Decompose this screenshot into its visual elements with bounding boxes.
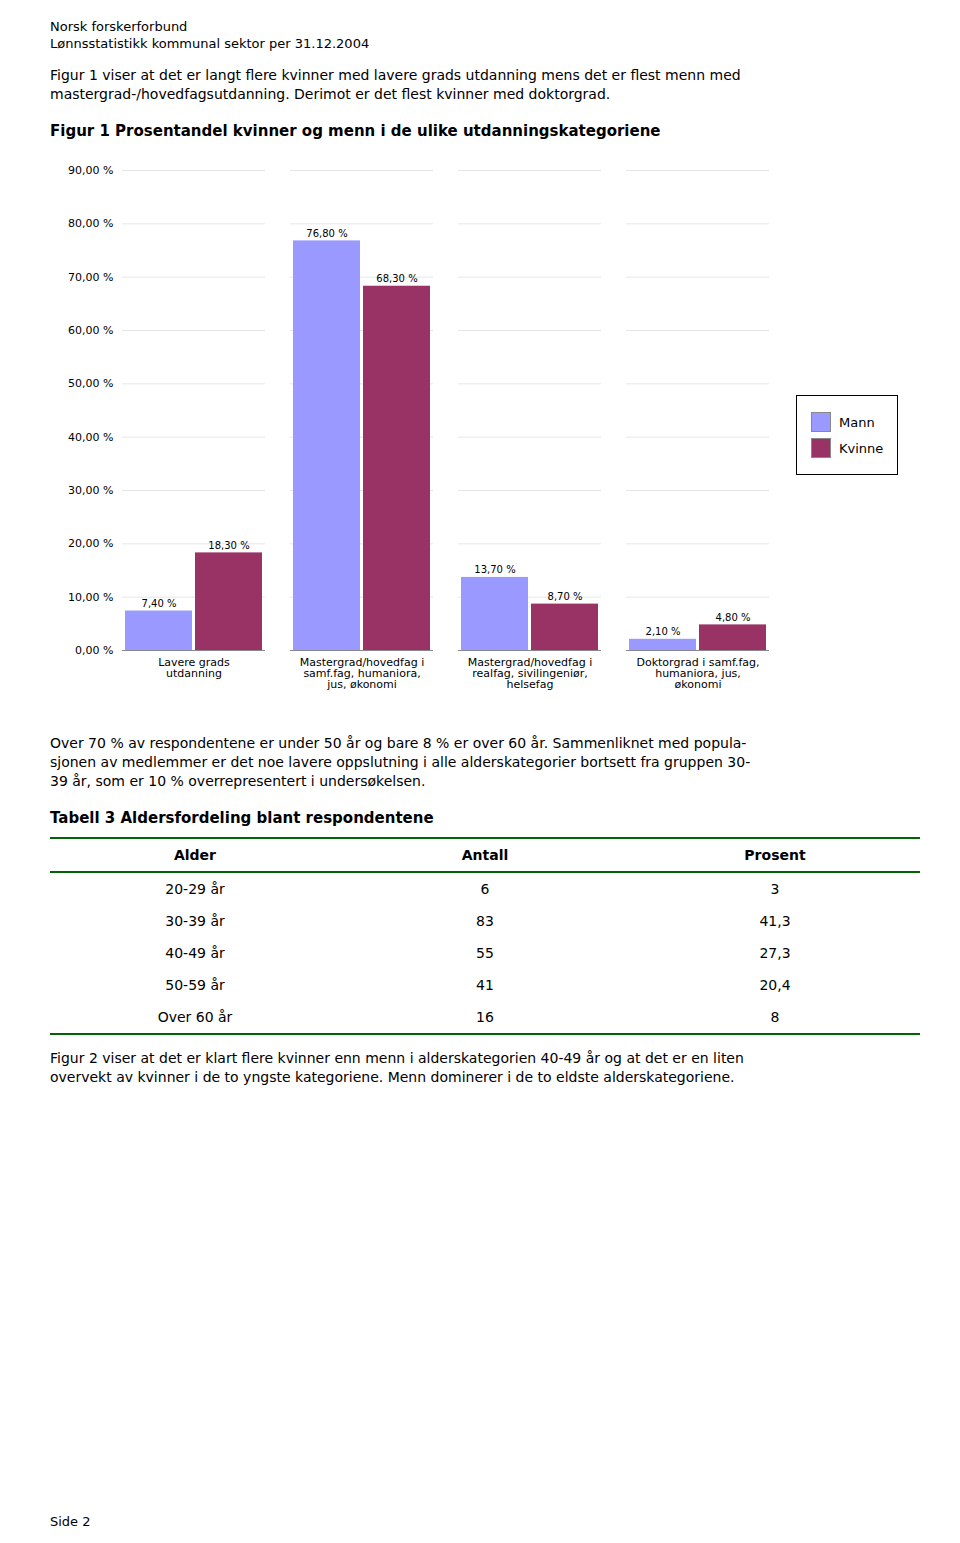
- html-text:41,3: 41,3: [759, 913, 791, 929]
- html-text:Alder: Alder: [174, 847, 216, 863]
- html-text:83: 83: [476, 913, 494, 929]
- svg-text:Mastergrad/hovedfag isamf.fag,: Mastergrad/hovedfag isamf.fag, humaniora…: [300, 656, 424, 691]
- svg-text:Lavere gradsutdanning: Lavere gradsutdanning: [158, 656, 230, 680]
- html-text:Side 2: Side 2: [50, 1514, 91, 1529]
- svg-text:10,00 %: 10,00 %: [68, 591, 113, 604]
- html-text:sjonen av medlemmer er det noe: sjonen av medlemmer er det noe lavere op…: [50, 754, 751, 770]
- svg-text:0,00 %: 0,00 %: [75, 644, 113, 657]
- html-text:41: 41: [476, 977, 494, 993]
- html-text:39 år, som er 10 % overreprese: 39 år, som er 10 % overrepresentert i un…: [50, 773, 426, 789]
- html-text:Antall: Antall: [461, 847, 509, 863]
- html-text:55: 55: [476, 945, 494, 961]
- svg-text:Mastergrad/hovedfag irealfag,: Mastergrad/hovedfag irealfag, sivilingen…: [468, 656, 592, 691]
- html-text:20,4: 20,4: [759, 977, 791, 993]
- html-text:Figur 2 viser at det er klart: Figur 2 viser at det er klart flere kvin…: [50, 1050, 744, 1066]
- svg-text:68,30 %: 68,30 %: [376, 273, 417, 284]
- svg-text:7,40 %: 7,40 %: [142, 598, 177, 609]
- svg-text:40,00 %: 40,00 %: [68, 431, 113, 444]
- svg-text:50,00 %: 50,00 %: [68, 377, 113, 390]
- html-text:16: 16: [476, 1009, 494, 1025]
- svg-text:Doktorgrad i samf.fag,humanior: Doktorgrad i samf.fag,humaniora, jus,øko…: [636, 656, 759, 691]
- html-text:40-49 år: 40-49 år: [165, 945, 225, 961]
- html-text:Figur 1 Prosentandel kvinner o: Figur 1 Prosentandel kvinner og menn i d…: [50, 122, 661, 140]
- svg-text:80,00 %: 80,00 %: [68, 217, 113, 230]
- html-text:Figur 1 viser at det er langt: Figur 1 viser at det er langt flere kvin…: [50, 67, 741, 83]
- html-text:20-29 år: 20-29 år: [165, 881, 225, 897]
- html-text:Norsk forskerforbund: Norsk forskerforbund: [50, 19, 188, 34]
- html-text:Kvinne: Kvinne: [839, 440, 884, 456]
- html-text:Prosent: Prosent: [744, 847, 806, 863]
- svg-text:18,30 %: 18,30 %: [208, 540, 249, 551]
- svg-text:76,80 %: 76,80 %: [306, 228, 347, 239]
- html-text:Tabell 3 Aldersfordeling blant: Tabell 3 Aldersfordeling blant responden…: [50, 809, 434, 827]
- svg-text:20,00 %: 20,00 %: [68, 537, 113, 550]
- html-text:50-59 år: 50-59 år: [165, 977, 225, 993]
- html-text:27,3: 27,3: [759, 945, 791, 961]
- svg-text:8,70 %: 8,70 %: [548, 591, 583, 602]
- html-text:3: 3: [770, 881, 780, 897]
- html-text:8: 8: [770, 1009, 780, 1025]
- html-text:mastergrad-/hovedfagsutdanning: mastergrad-/hovedfagsutdanning. Derimot …: [50, 86, 611, 102]
- svg-text:4,80 %: 4,80 %: [716, 612, 751, 623]
- svg-text:2,10 %: 2,10 %: [646, 626, 681, 637]
- html-text:30-39 år: 30-39 år: [165, 913, 225, 929]
- svg-text:70,00 %: 70,00 %: [68, 271, 113, 284]
- html-text:Over 60 år: Over 60 år: [157, 1009, 233, 1025]
- html-text:Mann: Mann: [839, 414, 875, 430]
- svg-text:60,00 %: 60,00 %: [68, 324, 113, 337]
- html-text:Lønnsstatistikk kommunal sekto: Lønnsstatistikk kommunal sektor per 31.1…: [50, 36, 370, 51]
- html-text:Over 70 % av respondentene er: Over 70 % av respondentene er under 50 å…: [50, 735, 747, 751]
- html-text:6: 6: [480, 881, 490, 897]
- svg-text:90,00 %: 90,00 %: [68, 164, 113, 177]
- svg-text:30,00 %: 30,00 %: [68, 484, 113, 497]
- html-text:overvekt av kvinner i de to yn: overvekt av kvinner i de to yngste kateg…: [50, 1069, 735, 1085]
- svg-text:13,70 %: 13,70 %: [474, 564, 515, 575]
